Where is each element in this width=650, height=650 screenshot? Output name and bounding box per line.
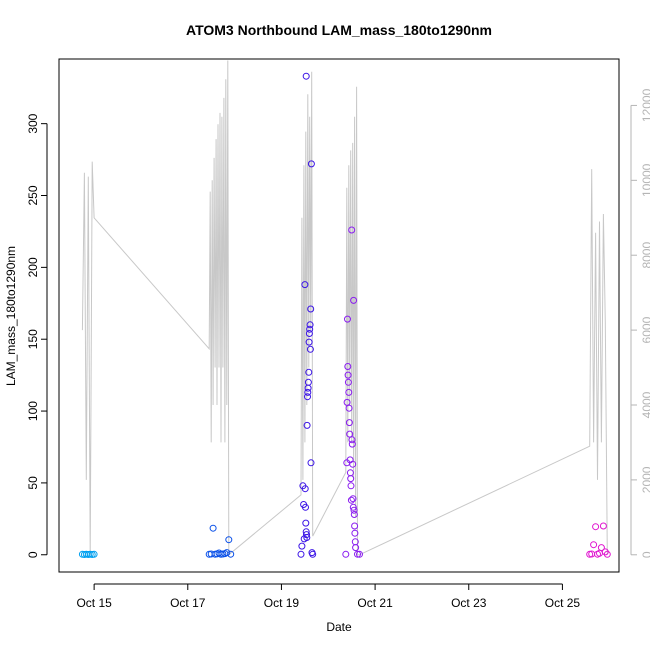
plot-frame — [58, 58, 620, 573]
data-point-3-5 — [344, 371, 352, 379]
data-point-4-5 — [596, 549, 603, 557]
data-point-2-10 — [303, 531, 310, 539]
bottom-tick-label-5: Oct 25 — [545, 596, 581, 610]
data-point-3-6 — [344, 378, 352, 386]
data-point-3-23 — [350, 506, 358, 514]
bottom-tick-label-4: Oct 23 — [451, 596, 487, 610]
data-point-2-0 — [297, 550, 305, 558]
x-axis-label: Date — [326, 620, 352, 634]
left-tick-label-2: 100 — [26, 401, 40, 421]
bottom-tick-label-1: Oct 17 — [170, 596, 206, 610]
right-tick-label-2: 4000 — [640, 391, 650, 418]
data-point-2-24 — [307, 459, 315, 467]
chart-title: ATOM3 Northbound LAM_mass_180to1290nm — [186, 22, 492, 38]
right-tick-label-4: 8000 — [640, 242, 650, 269]
data-point-1-11 — [227, 550, 235, 558]
line-layer — [81, 60, 608, 556]
data-point-3-26 — [351, 529, 359, 537]
data-point-3-12 — [346, 469, 354, 477]
data-point-2-25 — [307, 160, 315, 168]
data-point-2-11 — [303, 534, 311, 541]
left-tick-label-0: 0 — [26, 551, 40, 558]
right-tick-label-3: 6000 — [640, 316, 650, 343]
data-point-1-2 — [209, 524, 217, 532]
data-point-1-9 — [223, 549, 231, 557]
data-point-3-16 — [348, 226, 356, 234]
data-point-2-28 — [309, 550, 317, 558]
left-tick-label-4: 200 — [26, 257, 40, 277]
data-point-4-2 — [590, 541, 598, 549]
data-point-3-21 — [349, 503, 357, 511]
data-point-3-8 — [345, 404, 353, 412]
left-tick-label-5: 250 — [26, 185, 40, 205]
data-point-2-17 — [305, 368, 313, 376]
data-point-3-0 — [342, 550, 350, 558]
bottom-tick-label-2: Oct 19 — [264, 596, 300, 610]
data-point-3-25 — [351, 522, 359, 530]
data-point-2-16 — [304, 378, 312, 386]
data-point-2-20 — [306, 325, 314, 333]
data-point-4-6 — [597, 544, 605, 552]
data-point-2-14 — [304, 388, 312, 396]
right-tick-label-1: 2000 — [640, 466, 650, 493]
data-point-2-23 — [307, 305, 315, 313]
data-point-3-9 — [345, 419, 353, 427]
data-point-2-19 — [305, 330, 313, 337]
series-5-line — [81, 60, 608, 556]
data-point-4-3 — [592, 523, 600, 531]
data-point-2-6 — [301, 485, 309, 493]
data-point-4-7 — [599, 522, 607, 530]
data-point-4-9 — [603, 550, 611, 558]
left-tick-label-3: 150 — [26, 329, 40, 349]
left-axis: 0 50 100 150 200 250 300 — [26, 113, 48, 558]
right-tick-label-5: 10000 — [640, 163, 650, 197]
data-point-2-8 — [302, 519, 310, 527]
data-point-3-3 — [344, 315, 351, 323]
data-point-2-15 — [304, 384, 312, 392]
data-point-2-18 — [305, 338, 313, 346]
right-tick-label-0: 0 — [640, 551, 650, 558]
bottom-tick-label-0: Oct 15 — [76, 596, 112, 610]
data-point-2-22 — [306, 345, 314, 353]
data-point-3-28 — [352, 544, 360, 552]
data-point-3-22 — [350, 296, 358, 304]
data-point-3-10 — [346, 430, 354, 438]
data-point-2-26 — [302, 72, 310, 80]
data-point-3-13 — [347, 475, 355, 483]
data-point-3-4 — [344, 363, 352, 370]
data-point-3-14 — [347, 482, 355, 490]
data-point-3-20 — [349, 495, 357, 503]
data-point-3-18 — [348, 440, 356, 448]
data-point-1-10 — [225, 536, 233, 544]
data-point-3-24 — [350, 511, 358, 518]
bottom-axis: Oct 15 Oct 17 Oct 19 Oct 21 Oct 23 Oct 25 — [76, 583, 581, 610]
data-point-2-5 — [301, 281, 309, 289]
right-tick-label-6: 12000 — [640, 88, 650, 122]
data-point-0-6 — [90, 550, 98, 558]
point-layer — [78, 72, 611, 558]
data-point-3-29 — [354, 550, 361, 558]
data-point-2-12 — [303, 421, 311, 429]
data-point-3-15 — [347, 496, 355, 504]
right-axis: 0 2000 4000 6000 8000 10000 12000 — [630, 88, 650, 558]
data-point-3-17 — [348, 436, 356, 444]
data-point-3-30 — [356, 550, 363, 558]
data-point-2-1 — [298, 542, 306, 550]
bottom-tick-label-3: Oct 21 — [357, 596, 393, 610]
left-tick-label-1: 50 — [26, 476, 40, 490]
data-point-2-21 — [306, 321, 314, 329]
data-point-3-7 — [345, 388, 353, 396]
data-point-2-13 — [304, 393, 311, 401]
data-point-2-7 — [302, 503, 309, 511]
left-tick-label-6: 300 — [26, 113, 40, 133]
data-point-3-19 — [349, 460, 357, 468]
y-axis-label: LAM_mass_180to1290nm — [4, 246, 18, 386]
